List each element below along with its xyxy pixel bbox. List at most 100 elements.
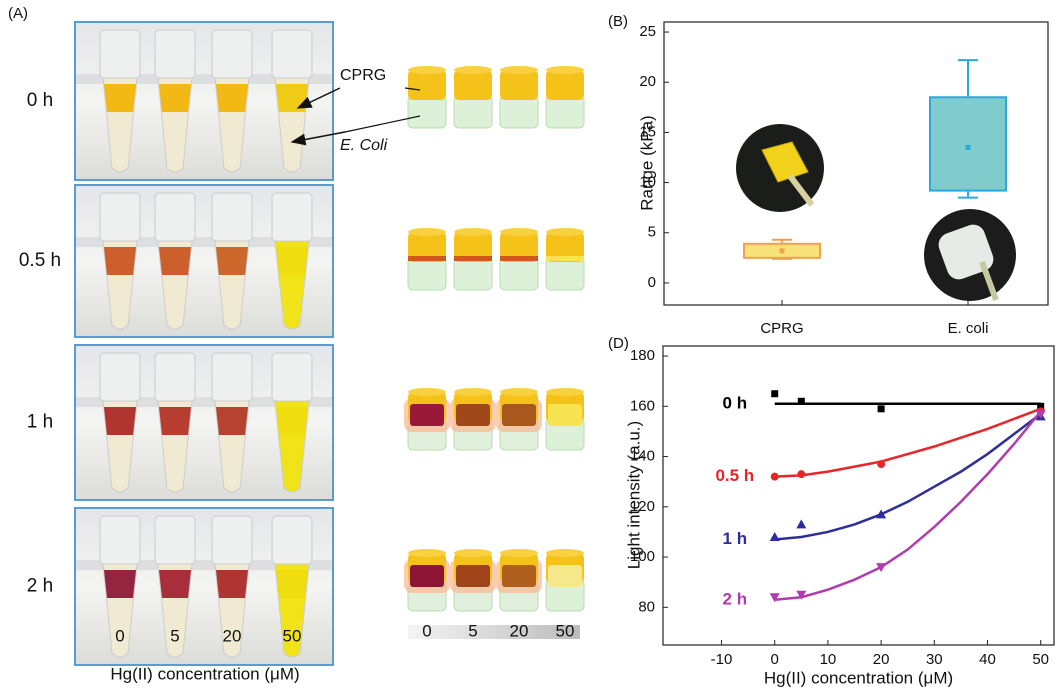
schematic-top <box>500 549 538 557</box>
marker <box>797 470 805 478</box>
schematic-top <box>408 549 446 557</box>
mean-marker <box>780 248 785 253</box>
x-tick-label: CPRG <box>760 320 803 337</box>
tube-cap <box>100 193 140 241</box>
schematic-top <box>454 66 492 74</box>
schematic-top <box>500 228 538 236</box>
x-tick-label: 40 <box>979 651 996 668</box>
tube-liquid <box>216 407 248 435</box>
schematic-band <box>548 565 582 587</box>
x-tick-label: E. coli <box>948 320 989 337</box>
series-label: 1 h <box>723 529 748 548</box>
schematic-lower <box>500 96 538 128</box>
y-tick-label: 0 <box>648 274 656 291</box>
schematic-band <box>502 404 536 426</box>
annotation: E. Coli <box>340 137 388 154</box>
tube-liquid <box>276 84 308 112</box>
schematic-band <box>546 256 584 261</box>
tube-liquid <box>159 570 191 598</box>
schematic-band <box>454 256 492 261</box>
tube-liquid <box>276 570 308 598</box>
schematic-band <box>410 404 444 426</box>
tube-liquid <box>216 247 248 275</box>
concentration-label: 50 <box>283 626 302 645</box>
schematic-top <box>408 66 446 74</box>
marker <box>770 593 780 602</box>
panel-label: (A) <box>8 5 28 22</box>
tube-cap <box>212 30 252 78</box>
x-tick-label: 0 <box>771 651 779 668</box>
tube-cap <box>100 516 140 564</box>
marker <box>796 519 806 528</box>
tube-cap <box>212 193 252 241</box>
concentration-label: 5 <box>170 626 179 645</box>
schematic-top <box>454 549 492 557</box>
tube-cap <box>212 353 252 401</box>
y-tick-label: 80 <box>638 598 655 615</box>
tube-cap <box>155 193 195 241</box>
x-tick-label: -10 <box>711 651 733 668</box>
tube-liquid <box>159 84 191 112</box>
y-tick-label: 160 <box>630 397 655 414</box>
marker <box>771 390 778 397</box>
marker <box>877 460 885 468</box>
fit-line <box>775 411 1041 599</box>
x-axis-title: Hg(II) concentration (μM) <box>764 668 953 687</box>
schematic-lower <box>454 96 492 128</box>
panel-label: (B) <box>608 13 628 30</box>
series-label: 0.5 h <box>715 466 754 485</box>
marker <box>878 405 885 412</box>
concentration-label: 5 <box>468 621 477 640</box>
schematic-top <box>546 66 584 74</box>
schematic-top <box>454 228 492 236</box>
tube-liquid <box>159 247 191 275</box>
tube-cap <box>212 516 252 564</box>
tube-liquid <box>276 247 308 275</box>
tube-cap <box>100 30 140 78</box>
concentration-label: 20 <box>223 626 242 645</box>
schematic-lower <box>408 96 446 128</box>
tube-cap <box>272 30 312 78</box>
schematic-band <box>456 565 490 587</box>
schematic-upper <box>408 70 446 100</box>
tube-liquid <box>276 407 308 435</box>
mean-marker <box>966 145 971 150</box>
schematic-band <box>408 256 446 261</box>
x-tick-label: 10 <box>820 651 837 668</box>
x-tick-label: 30 <box>926 651 943 668</box>
marker <box>770 532 780 541</box>
y-tick-label: 5 <box>648 224 656 241</box>
tube-cap <box>272 516 312 564</box>
tube-liquid <box>104 247 136 275</box>
schematic-top <box>454 388 492 396</box>
tube-cap <box>100 353 140 401</box>
annotation: CPRG <box>340 67 386 84</box>
figure: (A) 0 h0.5 h1 h2 h005520205050Hg(II) con… <box>0 0 1057 689</box>
tube-liquid <box>216 84 248 112</box>
schematic-band <box>548 404 582 426</box>
concentration-label: 50 <box>556 621 575 640</box>
schematic-band <box>456 404 490 426</box>
schematic-upper <box>454 70 492 100</box>
schematic-lower <box>546 258 584 290</box>
y-tick-label: 180 <box>630 347 655 364</box>
y-tick-label: 25 <box>639 23 656 40</box>
schematic-top <box>546 549 584 557</box>
tube-liquid <box>104 84 136 112</box>
fit-line <box>775 414 1041 540</box>
schematic-top <box>546 228 584 236</box>
time-label: 0 h <box>27 90 53 111</box>
x-axis-title: Hg(II) concentration (μM) <box>110 664 299 683</box>
concentration-label: 20 <box>510 621 529 640</box>
x-tick-label: 20 <box>873 651 890 668</box>
y-axis-title: Range (kPa) <box>637 115 656 210</box>
schematic-upper <box>500 70 538 100</box>
series-label: 0 h <box>723 393 748 412</box>
tube-cap <box>272 353 312 401</box>
schematic-band <box>410 565 444 587</box>
schematic-band <box>500 256 538 261</box>
concentration-label: 0 <box>115 626 124 645</box>
baseline-bar <box>408 625 580 639</box>
box <box>930 97 1006 190</box>
schematic-lower <box>408 258 446 290</box>
